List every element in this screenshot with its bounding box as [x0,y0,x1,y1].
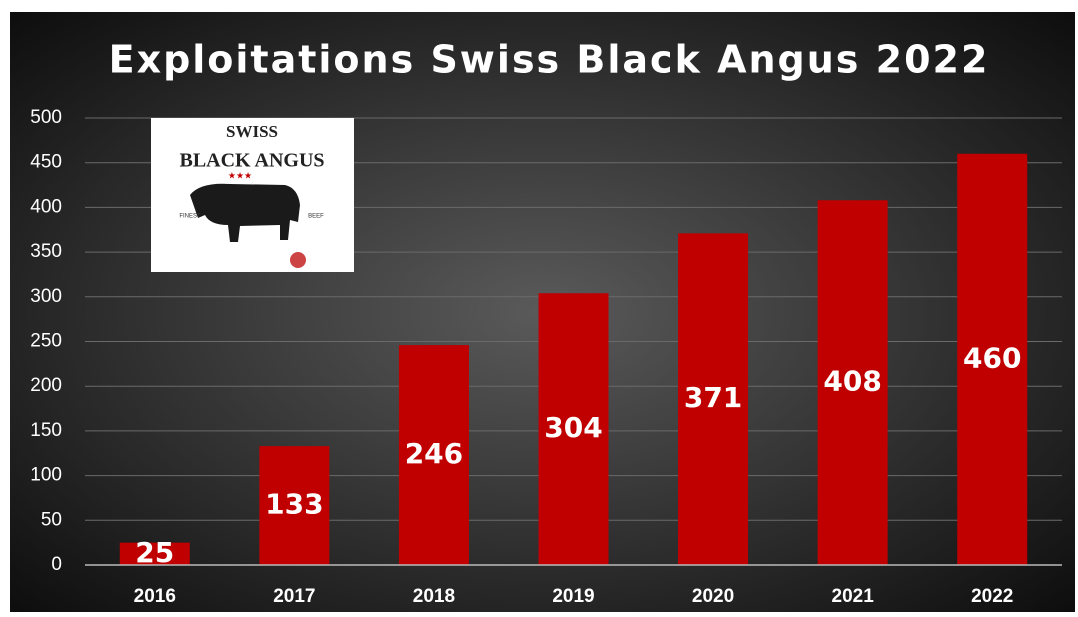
bar [259,446,330,565]
y-tick-label: 300 [30,286,62,307]
y-tick-label: 100 [30,465,62,486]
logo-text: BEEF [308,214,324,220]
bar [538,293,609,565]
x-tick-label: 2016 [134,586,176,607]
y-tick-label: 500 [30,107,62,128]
data-label: 304 [544,411,602,444]
logo-seal [290,252,306,268]
y-tick-label: 200 [30,375,62,396]
y-tick-label: 250 [30,331,62,352]
data-label: 371 [684,381,742,414]
logo-text: BLACK ANGUS [179,150,324,172]
data-label: 133 [265,488,323,521]
y-tick-label: 50 [41,509,62,530]
y-tick-label: 450 [30,152,62,173]
y-tick-label: 150 [30,420,62,441]
bar [957,153,1028,565]
logo-text: SWISS [226,122,278,141]
x-tick-label: 2022 [971,586,1013,607]
data-label: 460 [963,341,1021,374]
logo: SWISS BLACK ANGUS ★★★ FINEST BEEF [151,118,354,272]
x-tick-label: 2017 [273,586,315,607]
x-tick-label: 2018 [413,586,455,607]
bar [119,542,190,565]
logo-stars: ★★★ [228,170,252,180]
y-tick-label: 0 [51,554,62,575]
x-tick-label: 2021 [832,586,875,607]
logo-text: FINEST [179,214,201,220]
data-label: 25 [135,536,174,569]
bar [678,233,749,566]
data-label: 408 [823,365,881,398]
bar [817,200,888,566]
x-tick-label: 2019 [552,586,594,607]
x-tick-label: 2020 [692,586,734,607]
y-tick-label: 400 [30,196,62,217]
y-tick-label: 350 [30,241,62,262]
chart-title: Exploitations Swiss Black Angus 2022 [109,38,990,82]
logo-bull [190,183,300,242]
data-label: 246 [405,437,463,470]
bar [398,345,469,565]
